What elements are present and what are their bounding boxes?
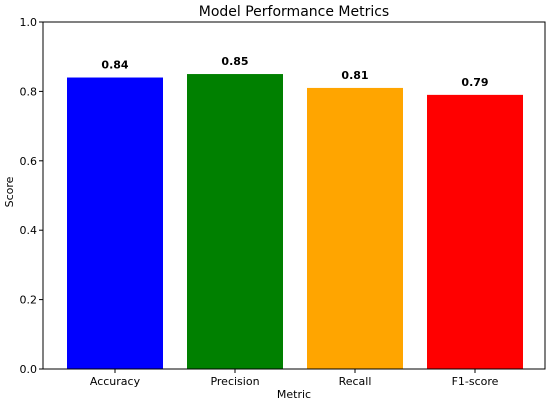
plot-frame: [42, 21, 546, 370]
bar-recall: [307, 87, 403, 370]
data-label: 0.84: [101, 59, 128, 72]
y-tick-label: 0.6: [20, 155, 38, 168]
x-tick-label: Precision: [210, 375, 259, 388]
x-tick-label: F1-score: [452, 375, 499, 388]
y-tick-label: 0.8: [20, 85, 38, 98]
y-tick-label: 0.4: [20, 224, 38, 237]
bar-f1-score: [427, 94, 523, 370]
bar-accuracy: [67, 77, 163, 370]
y-tick-label: 0.0: [20, 363, 38, 376]
chart-title: Model Performance Metrics: [199, 4, 389, 20]
x-tick-label: Accuracy: [90, 375, 141, 388]
data-label: 0.81: [341, 69, 368, 82]
x-tick-label: Recall: [339, 375, 372, 388]
y-axis-label: Score: [3, 176, 16, 207]
y-tick-label: 1.0: [20, 16, 38, 29]
bar-precision: [187, 74, 283, 370]
data-label: 0.85: [221, 55, 248, 68]
y-tick-label: 0.2: [20, 294, 38, 307]
plot-area: 0.84 Accuracy 0.85 Precision 0.81 Recall 0.79 F…: [20, 16, 546, 388]
data-label: 0.79: [461, 76, 488, 89]
x-axis-label: Metric: [277, 388, 311, 401]
